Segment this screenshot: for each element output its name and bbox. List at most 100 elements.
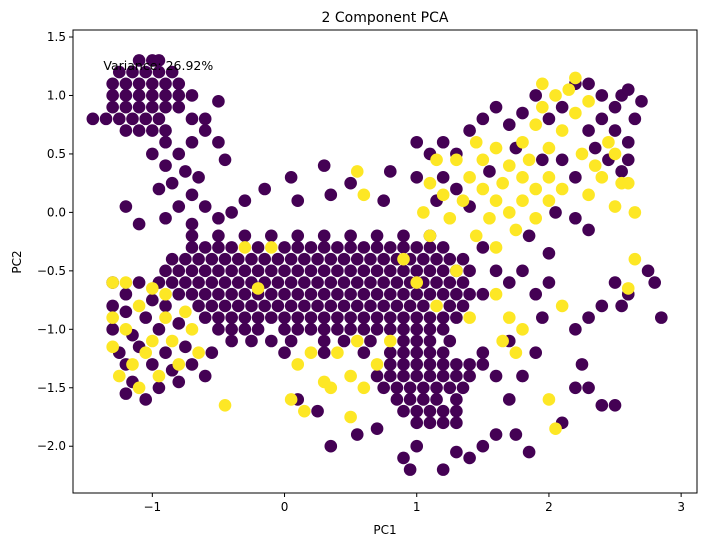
data-point-class-0 (238, 264, 252, 278)
data-point-class-0 (621, 153, 635, 167)
data-point-class-0 (119, 100, 133, 114)
y-tick-label: −0.5 (37, 264, 66, 278)
data-point-class-0 (370, 369, 384, 383)
data-point-class-1 (549, 422, 562, 435)
data-point-class-0 (483, 165, 496, 178)
data-point-class-0 (112, 65, 126, 79)
data-point-class-0 (417, 252, 430, 266)
data-point-class-1 (628, 206, 642, 219)
data-point-class-0 (344, 323, 357, 336)
data-point-class-0 (317, 159, 331, 172)
data-point-class-0 (185, 241, 199, 254)
data-point-class-0 (284, 252, 298, 266)
data-point-class-0 (436, 135, 450, 149)
x-axis-label: PC1 (373, 523, 396, 537)
data-point-class-0 (350, 276, 364, 289)
data-point-class-0 (152, 112, 166, 126)
data-point-class-0 (575, 358, 589, 371)
data-point-class-0 (119, 89, 133, 102)
data-point-class-0 (324, 299, 338, 313)
data-point-class-1 (608, 147, 622, 161)
data-point-class-0 (132, 276, 146, 289)
data-point-class-1 (126, 358, 139, 371)
data-point-class-0 (278, 264, 291, 278)
data-point-class-0 (198, 311, 212, 324)
data-point-class-0 (205, 299, 219, 313)
data-point-class-1 (298, 404, 311, 418)
data-point-class-0 (377, 194, 390, 208)
data-point-class-1 (469, 135, 483, 149)
data-point-class-1 (476, 153, 490, 167)
data-point-class-0 (522, 229, 536, 243)
data-point-class-0 (152, 182, 166, 196)
data-point-class-1 (582, 95, 595, 108)
data-point-class-0 (291, 229, 305, 243)
data-point-class-0 (450, 393, 463, 406)
data-point-class-0 (106, 299, 119, 313)
data-point-class-0 (324, 439, 338, 453)
data-point-class-0 (529, 287, 543, 301)
data-point-class-0 (450, 416, 463, 430)
data-point-class-1 (132, 299, 146, 313)
data-point-class-0 (304, 264, 318, 278)
data-point-class-0 (185, 217, 199, 231)
data-point-class-0 (132, 77, 146, 91)
data-point-class-0 (284, 334, 298, 348)
data-point-class-0 (443, 299, 457, 313)
data-point-class-0 (423, 264, 437, 278)
data-point-class-1 (595, 171, 609, 184)
data-point-class-0 (390, 381, 404, 395)
data-point-class-1 (179, 305, 192, 319)
data-point-class-0 (212, 323, 225, 336)
data-point-class-0 (324, 252, 338, 266)
data-point-class-0 (172, 264, 186, 278)
data-point-class-0 (410, 287, 424, 301)
data-point-class-1 (489, 241, 503, 254)
data-point-class-0 (284, 171, 298, 184)
data-point-class-0 (397, 451, 410, 465)
data-point-class-1 (357, 381, 371, 395)
data-point-class-0 (165, 65, 179, 79)
data-point-class-0 (146, 293, 159, 307)
data-point-class-0 (403, 393, 417, 406)
data-point-class-0 (146, 358, 159, 371)
data-point-class-0 (212, 311, 225, 324)
data-point-class-0 (218, 276, 232, 289)
data-point-class-0 (357, 287, 371, 301)
data-point-class-0 (403, 463, 417, 476)
data-point-class-0 (436, 311, 450, 324)
data-point-class-0 (357, 346, 371, 359)
data-point-class-0 (198, 112, 212, 126)
data-point-class-0 (185, 229, 199, 243)
y-tick-label: −2.0 (37, 439, 66, 453)
data-point-class-0 (258, 182, 271, 196)
data-point-class-0 (317, 287, 331, 301)
data-point-class-0 (238, 323, 252, 336)
data-point-class-0 (265, 334, 278, 348)
data-point-class-0 (271, 252, 285, 266)
data-point-class-0 (383, 346, 397, 359)
data-point-class-0 (383, 287, 397, 301)
data-point-class-0 (205, 252, 219, 266)
data-point-class-0 (423, 346, 437, 359)
data-point-class-0 (436, 264, 450, 278)
data-point-class-1 (423, 229, 437, 243)
data-point-class-0 (383, 311, 397, 324)
data-point-class-0 (522, 445, 536, 459)
data-point-class-0 (218, 299, 232, 313)
data-point-class-0 (251, 264, 265, 278)
data-point-class-0 (397, 241, 410, 254)
data-point-class-0 (225, 206, 238, 219)
data-point-class-0 (198, 264, 212, 278)
data-point-class-0 (397, 323, 410, 336)
data-point-class-0 (271, 276, 285, 289)
data-point-class-1 (549, 89, 562, 102)
data-point-class-0 (106, 323, 119, 336)
data-point-class-1 (569, 106, 582, 120)
data-point-class-0 (185, 264, 199, 278)
data-point-class-0 (278, 241, 291, 254)
data-point-class-0 (450, 287, 463, 301)
data-point-class-1 (265, 241, 278, 254)
data-point-class-1 (569, 71, 582, 85)
